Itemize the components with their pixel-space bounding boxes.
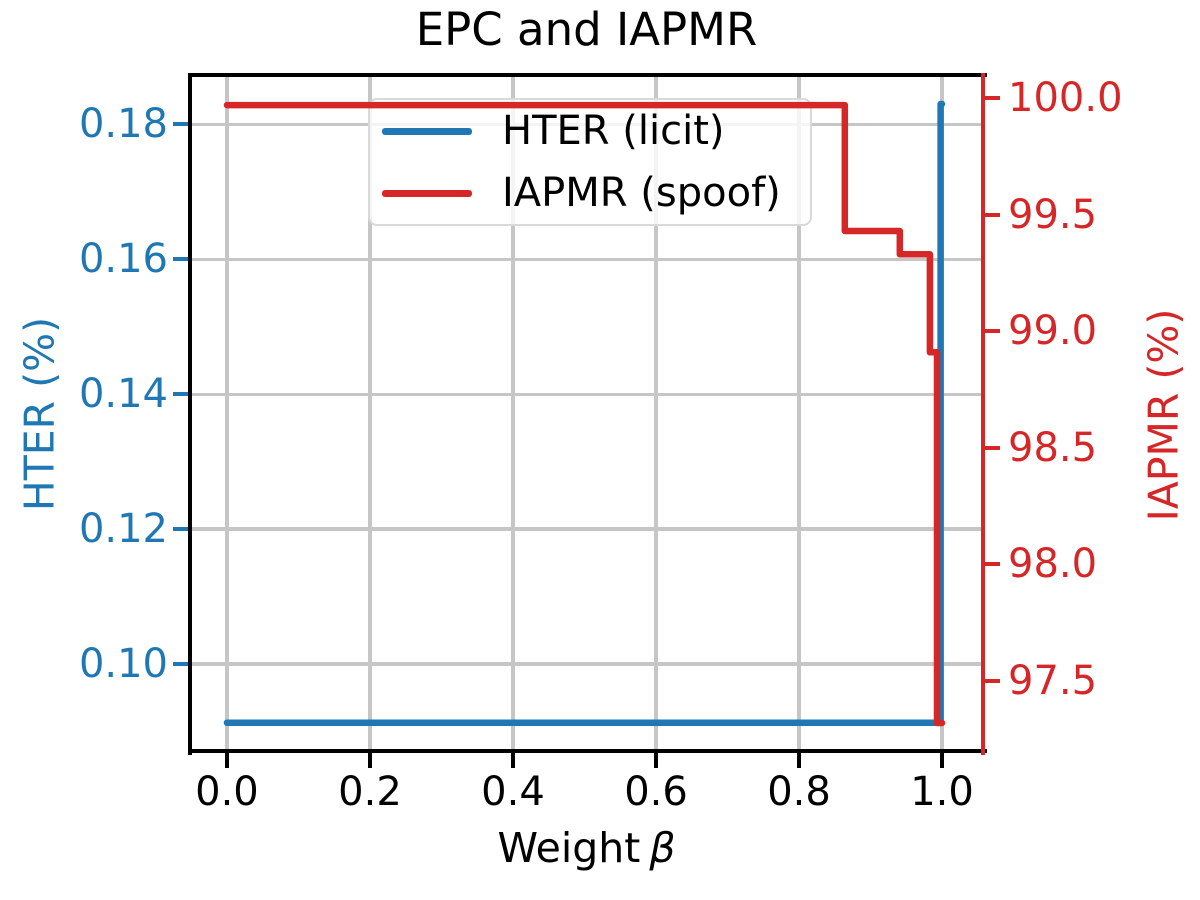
y-gridline [190, 662, 983, 666]
legend-label-hter: HTER (licit) [502, 108, 725, 154]
x-axis-label-text: Weight [497, 824, 641, 872]
top-spine [188, 73, 987, 77]
x-tick [940, 753, 945, 768]
right-y-tick-label: 97.5 [1008, 658, 1098, 705]
y-gridline [190, 527, 983, 531]
right-y-tick-label: 99.5 [1008, 191, 1098, 238]
legend: HTER (licit) IAPMR (spoof) [368, 98, 812, 226]
right-y-tick-label: 98.0 [1008, 541, 1098, 588]
left-y-tick-label: 0.10 [78, 640, 168, 687]
legend-line-hter [382, 127, 472, 135]
left-y-tick [173, 257, 188, 262]
x-tick [367, 753, 372, 768]
x-tick-label: 0.6 [624, 769, 688, 815]
x-gridline [225, 75, 229, 751]
x-gridline [940, 75, 944, 751]
chart-title: EPC and IAPMR [415, 3, 758, 56]
bottom-spine [188, 749, 987, 753]
right-y-tick [985, 679, 1000, 684]
right-y-tick [985, 96, 1000, 101]
legend-line-iapmr [382, 189, 472, 197]
right-y-tick-label: 100.0 [1008, 75, 1123, 122]
right-y-tick [985, 212, 1000, 217]
x-axis-label: Weight β [190, 824, 983, 873]
left-spine [188, 73, 192, 755]
x-tick-label: 1.0 [910, 769, 974, 815]
left-y-tick-label: 0.16 [78, 236, 168, 283]
right-spine [981, 73, 985, 755]
x-tick [654, 753, 658, 768]
x-tick-label: 0.4 [481, 769, 545, 815]
x-tick [797, 753, 801, 768]
x-tick [224, 753, 229, 768]
x-axis-label-symbol: β [649, 824, 676, 872]
left-y-tick-label: 0.12 [78, 506, 168, 553]
right-y-tick [985, 562, 1000, 567]
legend-entry-hter: HTER (licit) [370, 100, 810, 162]
x-tick-label: 0.2 [338, 769, 402, 815]
left-y-tick [173, 122, 188, 127]
legend-entry-iapmr: IAPMR (spoof) [370, 162, 810, 224]
left-y-tick [173, 527, 188, 532]
right-y-tick [985, 329, 1000, 334]
x-tick [510, 753, 515, 768]
right-y-tick [985, 445, 1000, 450]
y-axis-label-right: IAPMR (%) [1139, 308, 1188, 522]
x-tick-label: 0.0 [195, 769, 259, 815]
x-tick-label: 0.8 [767, 769, 831, 815]
left-y-tick [173, 392, 188, 397]
left-y-tick [173, 661, 188, 666]
left-y-tick-label: 0.18 [78, 101, 168, 148]
y-gridline [190, 257, 983, 261]
y-gridline [190, 392, 983, 396]
legend-label-iapmr: IAPMR (spoof) [502, 170, 781, 216]
y-axis-label-left: HTER (%) [15, 316, 64, 512]
